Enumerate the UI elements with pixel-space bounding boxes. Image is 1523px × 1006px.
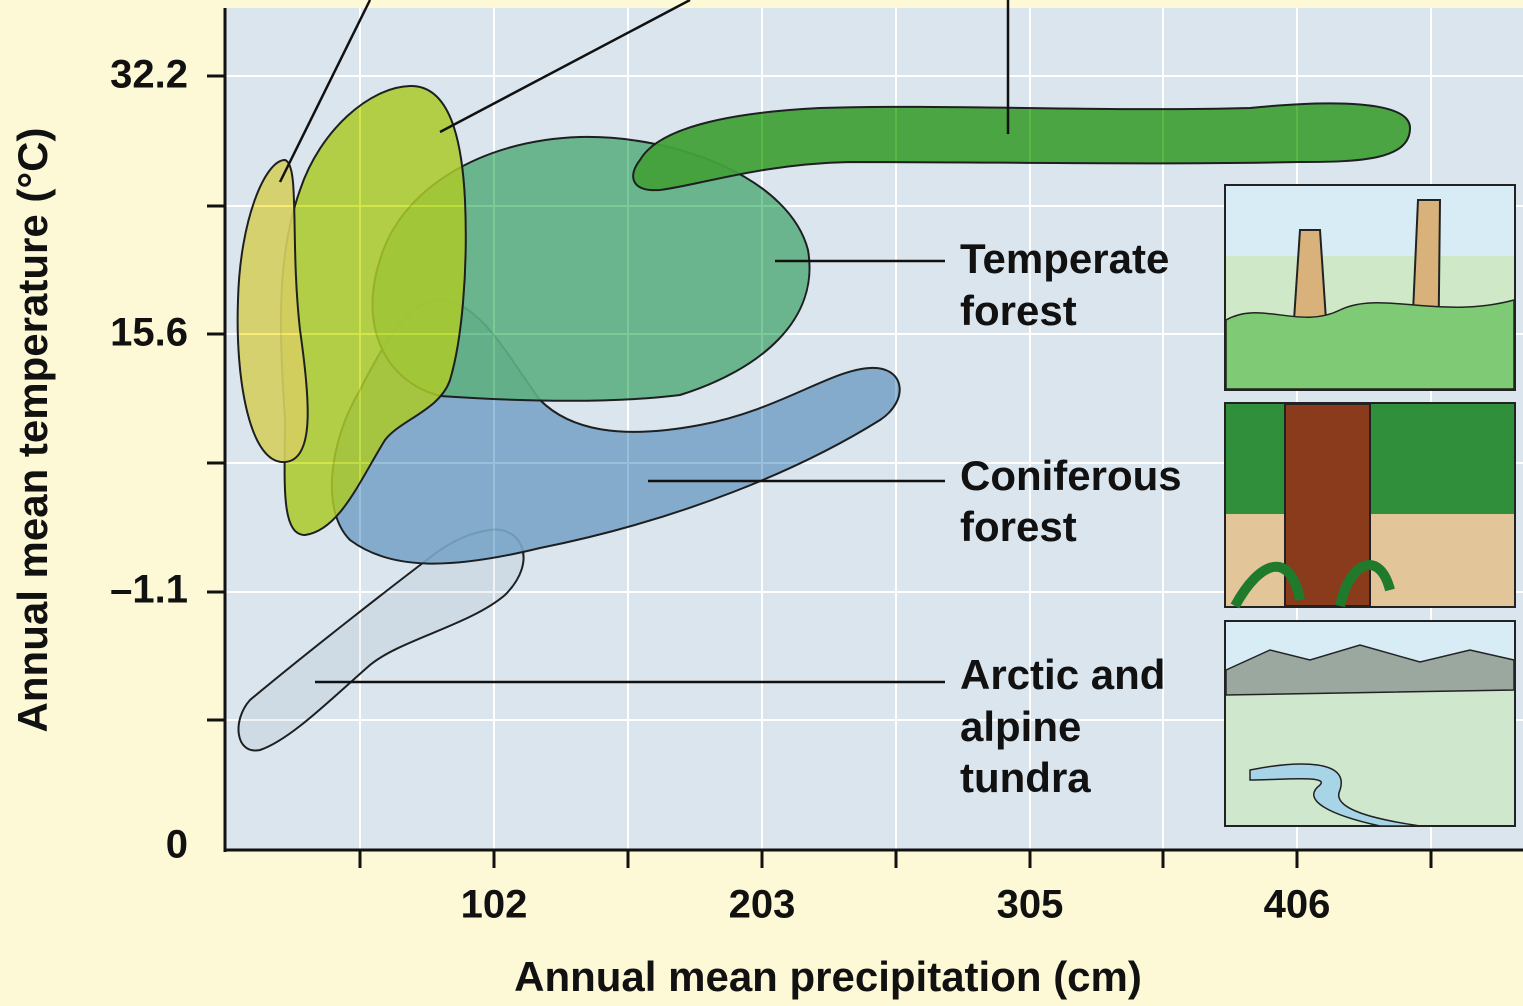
- x-axis-title: Annual mean precipitation (cm): [514, 953, 1142, 1000]
- biome-label: forest: [960, 503, 1077, 550]
- y-tick-label: 15.6: [110, 311, 188, 355]
- y-tick-labels: 32.2 15.6 –1.1 0: [110, 53, 188, 867]
- tropical-region: [632, 102, 1412, 192]
- x-tick-label: 102: [461, 883, 528, 927]
- x-tick-label: 406: [1264, 883, 1331, 927]
- biome-label: tundra: [960, 754, 1091, 801]
- biome-regions: [236, 84, 1412, 752]
- biome-label: Arctic and: [960, 651, 1165, 698]
- biome-label: alpine: [960, 703, 1081, 750]
- y-tick-label: 32.2: [110, 53, 188, 97]
- biome-label: Temperate: [960, 235, 1169, 282]
- x-tick-label: 305: [997, 883, 1064, 927]
- biome-labels: Temperate forest Coniferous forest Arcti…: [960, 235, 1182, 801]
- y-tick-label: –1.1: [110, 568, 188, 612]
- x-tick-labels: 102 203 305 406: [461, 883, 1331, 927]
- biome-illustrations: [1224, 184, 1516, 827]
- tundra-region: [237, 528, 525, 752]
- biome-label: forest: [960, 287, 1077, 334]
- axes: [207, 8, 1523, 868]
- grassland-region: [279, 84, 467, 537]
- y-axis-title: Annual mean temperature (°C): [9, 128, 56, 733]
- y-tick-label: 0: [166, 823, 188, 867]
- biome-label: Coniferous: [960, 452, 1182, 499]
- desert-region: [236, 158, 309, 464]
- leader-lines: [278, 0, 1010, 684]
- x-tick-label: 203: [729, 883, 796, 927]
